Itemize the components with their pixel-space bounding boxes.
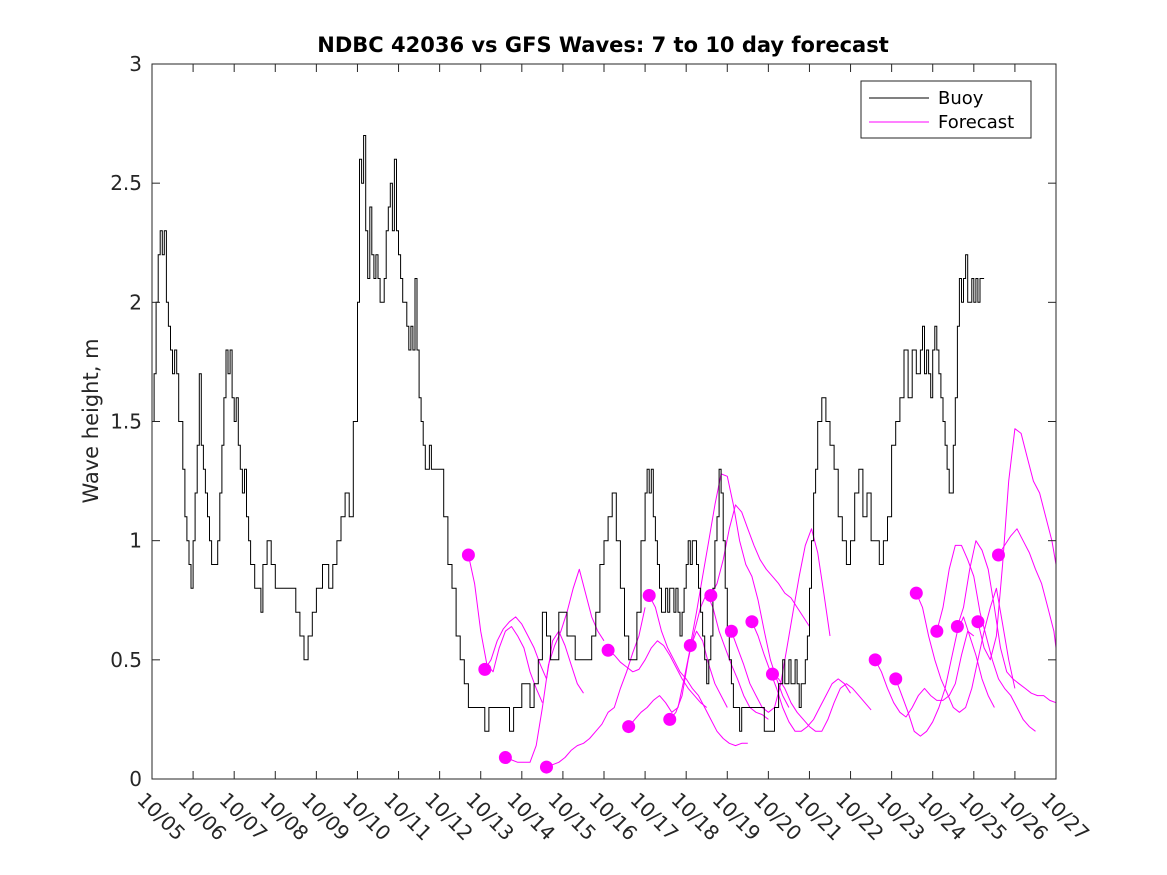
wave-height-chart: NDBC 42036 vs GFS Waves: 7 to 10 day for… xyxy=(0,0,1167,875)
forecast-start-point xyxy=(540,761,553,774)
legend-label-buoy: Buoy xyxy=(938,88,984,109)
forecast-start-point xyxy=(930,625,943,638)
plot-area xyxy=(152,64,1056,779)
forecast-start-point xyxy=(992,548,1005,561)
legend-label-forecast: Forecast xyxy=(938,112,1014,133)
forecast-start-point xyxy=(951,620,964,633)
forecast-start-point xyxy=(478,663,491,676)
y-tick-label: 3 xyxy=(129,52,142,76)
forecast-start-point xyxy=(971,615,984,628)
legend: Buoy Forecast xyxy=(861,81,1031,138)
chart-title: NDBC 42036 vs GFS Waves: 7 to 10 day for… xyxy=(317,33,888,57)
forecast-start-point xyxy=(725,625,738,638)
forecast-start-point xyxy=(499,751,512,764)
forecast-start-point xyxy=(462,548,475,561)
y-tick-label: 1 xyxy=(129,529,142,553)
y-tick-label: 1.5 xyxy=(110,410,142,434)
forecast-start-point xyxy=(684,639,697,652)
forecast-start-point xyxy=(643,589,656,602)
forecast-start-point xyxy=(704,589,717,602)
forecast-start-point xyxy=(910,587,923,600)
y-axis-label: Wave height, m xyxy=(79,338,103,503)
forecast-start-point xyxy=(766,668,779,681)
y-tick-label: 0 xyxy=(129,767,142,791)
y-tick-label: 0.5 xyxy=(110,648,142,672)
x-tick-label: 10/27 xyxy=(1036,788,1094,846)
forecast-start-point xyxy=(602,644,615,657)
forecast-start-point xyxy=(889,672,902,685)
y-tick-label: 2 xyxy=(129,290,142,314)
forecast-start-point xyxy=(745,615,758,628)
forecast-start-point xyxy=(663,713,676,726)
forecast-start-point xyxy=(869,653,882,666)
forecast-start-point xyxy=(622,720,635,733)
y-tick-label: 2.5 xyxy=(110,171,142,195)
